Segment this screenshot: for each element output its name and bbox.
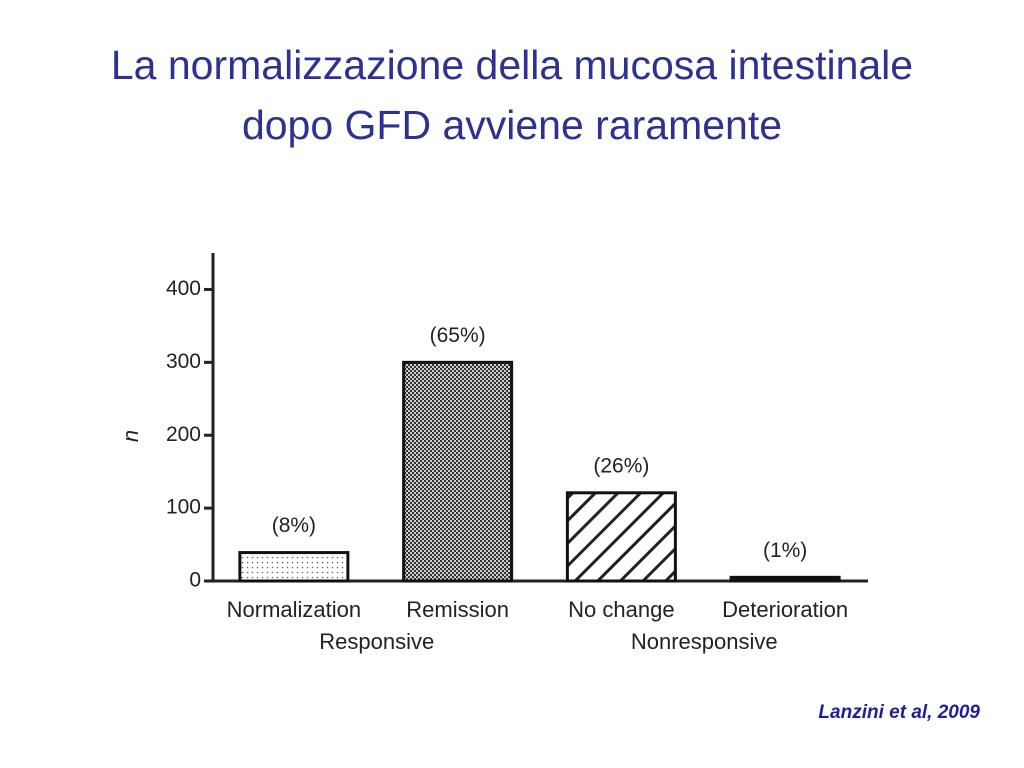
y-axis-label: n [118,430,143,442]
x-tick-label: No change [568,597,674,622]
title-line: dopo GFD avviene raramente [242,102,782,148]
bar-annotation: (65%) [430,324,486,347]
bar [729,575,841,583]
group-label: Responsive [319,629,434,654]
y-tick-label: 400 [166,277,201,300]
x-tick-label: Normalization [227,597,362,622]
bar [565,491,677,583]
plot: 0 100 200 300 400 Normalization (8%) Remission (… [166,253,868,654]
x-tick-label: Remission [406,597,509,622]
bar-annotation: (8%) [272,514,316,537]
group-label: Nonresponsive [631,629,778,654]
bar [402,360,514,583]
y-tick-label: 100 [166,496,201,519]
y-tick-label: 200 [166,423,201,446]
source: Lanzini et al, 2009 [818,702,980,723]
y-tick-label: 300 [166,350,201,373]
title-line: La normalizzazione della mucosa intestin… [111,42,913,88]
x-tick-label: Deterioration [722,597,848,622]
bar-annotation: (26%) [593,454,649,477]
y-tick-label: 0 [189,569,201,592]
bar-annotation: (1%) [763,539,807,562]
bar [238,551,350,583]
